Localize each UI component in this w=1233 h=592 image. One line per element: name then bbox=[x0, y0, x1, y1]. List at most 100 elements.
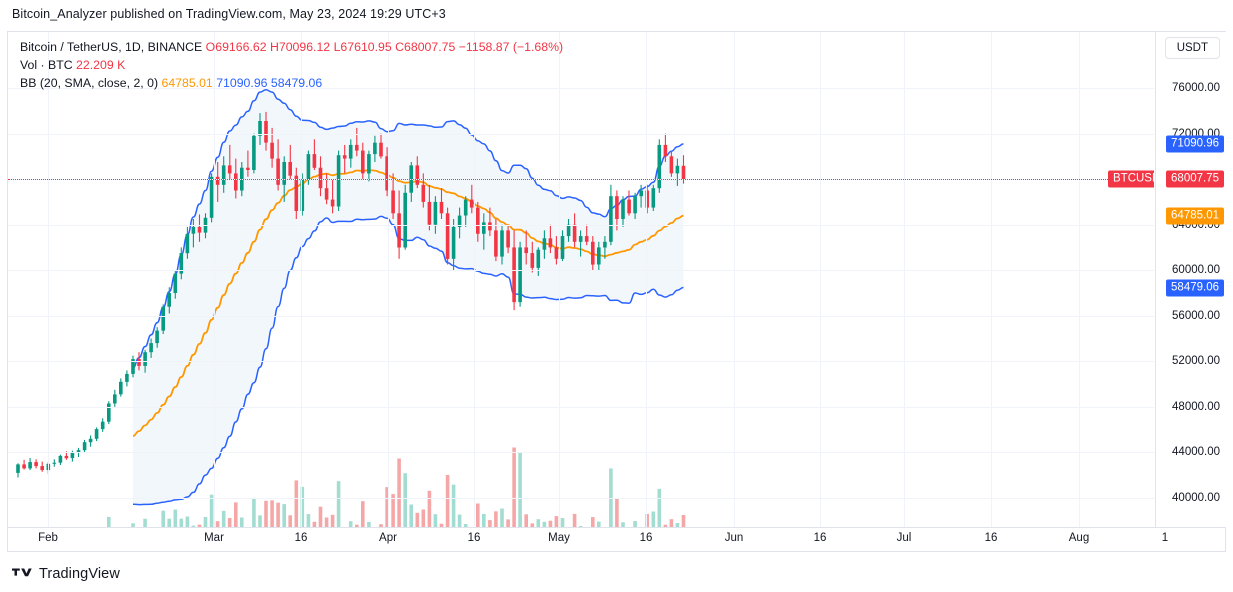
candle-body bbox=[524, 247, 528, 254]
time-tick-label: 16 bbox=[294, 532, 308, 544]
chart-frame: BTCUSDT USDT 76000.0072000.0068000.00640… bbox=[7, 31, 1226, 549]
candle-body bbox=[663, 144, 668, 157]
candle-body bbox=[421, 184, 426, 202]
candle-body bbox=[22, 464, 26, 469]
candle-body bbox=[94, 429, 99, 439]
volume-bar bbox=[107, 516, 111, 527]
gridline-vertical bbox=[646, 32, 647, 527]
candle-body bbox=[584, 236, 589, 242]
candle-body bbox=[675, 165, 680, 174]
gridline-vertical bbox=[1079, 32, 1080, 527]
candle-body bbox=[58, 455, 63, 463]
legend-change: −1158.87 (−1.68%) bbox=[458, 40, 564, 54]
time-tick-label: Feb bbox=[38, 532, 58, 544]
volume-bar bbox=[633, 521, 637, 527]
volume-bar bbox=[379, 524, 383, 527]
candle-body bbox=[76, 450, 81, 453]
candle-body bbox=[609, 196, 613, 242]
volume-bar bbox=[173, 509, 178, 527]
price-tick-label: 56000.00 bbox=[1172, 309, 1220, 322]
candle-body bbox=[234, 173, 238, 191]
candle-body bbox=[494, 230, 498, 257]
candle-body bbox=[88, 438, 93, 443]
volume-bar bbox=[312, 521, 317, 527]
candle-body bbox=[40, 466, 44, 471]
candle-body bbox=[324, 188, 329, 200]
candle-body bbox=[258, 121, 262, 136]
time-tick-label: 1 bbox=[1161, 532, 1169, 544]
volume-bar bbox=[209, 494, 214, 527]
volume-bar bbox=[524, 514, 528, 527]
candle-body bbox=[439, 201, 444, 214]
candle-body bbox=[415, 165, 420, 185]
price-axis[interactable]: USDT 76000.0072000.0068000.0064000.00600… bbox=[1155, 32, 1226, 549]
volume-bar bbox=[409, 504, 413, 527]
candle-body bbox=[603, 241, 607, 248]
volume-bar bbox=[318, 506, 323, 527]
candle-body bbox=[645, 190, 649, 208]
legend-high: H70096.12 bbox=[269, 40, 331, 54]
candle-body bbox=[113, 394, 117, 404]
legend-symbol-row[interactable]: Bitcoin / TetherUS, 1D, BINANCE O69166.6… bbox=[20, 38, 563, 56]
candle-body bbox=[149, 343, 153, 353]
price-tick-label: 52000.00 bbox=[1172, 355, 1220, 368]
volume-bar bbox=[355, 524, 359, 527]
volume-bar bbox=[615, 498, 619, 527]
candle-body bbox=[173, 273, 178, 293]
candle-body bbox=[391, 190, 395, 214]
candle-body bbox=[107, 403, 111, 422]
legend-bb-lower: 58479.06 bbox=[270, 76, 323, 90]
candle-body bbox=[64, 455, 69, 459]
legend-symbol-label: Bitcoin / TetherUS, 1D, BINANCE bbox=[20, 40, 203, 54]
volume-bar bbox=[288, 515, 292, 527]
volume-bar bbox=[276, 502, 280, 527]
candle-body bbox=[548, 238, 553, 248]
candle-body bbox=[276, 158, 280, 185]
candle-body bbox=[348, 144, 353, 159]
volume-bar bbox=[463, 524, 468, 527]
candle-body bbox=[657, 144, 662, 189]
price-tick-label: 76000.00 bbox=[1172, 82, 1220, 94]
volume-bar bbox=[415, 512, 420, 527]
candle-body bbox=[482, 222, 486, 234]
volume-bar bbox=[572, 513, 577, 527]
volume-bar bbox=[609, 468, 613, 527]
volume-bar bbox=[445, 475, 450, 527]
legend-volume-row[interactable]: Vol · BTC 22.209 K bbox=[20, 56, 563, 74]
currency-button[interactable]: USDT bbox=[1164, 37, 1220, 59]
candle-body bbox=[131, 359, 135, 374]
candle-body bbox=[639, 190, 643, 197]
candle-body bbox=[361, 150, 365, 174]
volume-bar bbox=[518, 452, 522, 527]
legend-bb-row[interactable]: BB (20, SMA, close, 2, 0) 64785.01 71090… bbox=[20, 74, 563, 92]
symbol-price-badge: BTCUSDT bbox=[1108, 170, 1154, 188]
legend-open: O69166.62 bbox=[205, 40, 267, 54]
volume-bar bbox=[476, 503, 480, 527]
time-axis[interactable]: Feb Mar 16 Apr 16 May 16 Jun 16 Jul 16 Aug 1 bbox=[7, 528, 1226, 552]
candle-body bbox=[16, 464, 20, 473]
volume-bar bbox=[203, 517, 208, 527]
volume-bar bbox=[167, 518, 171, 527]
volume-bar bbox=[385, 487, 389, 527]
volume-bar bbox=[560, 518, 565, 527]
legend-bb-basis: 64785.01 bbox=[161, 76, 213, 90]
candle-body bbox=[469, 199, 474, 208]
candle-body bbox=[451, 226, 456, 259]
volume-bar bbox=[361, 501, 365, 527]
candle-body bbox=[500, 230, 504, 257]
candle-body bbox=[100, 421, 105, 430]
volume-bar bbox=[506, 519, 510, 527]
price-pane[interactable]: BTCUSDT bbox=[8, 32, 1154, 527]
gridline-horizontal bbox=[8, 498, 1154, 499]
volume-bar bbox=[191, 525, 196, 527]
candle-body bbox=[681, 165, 686, 179]
gridline-horizontal bbox=[8, 88, 1154, 89]
volume-bar bbox=[651, 511, 656, 527]
candle-body bbox=[536, 249, 541, 268]
gridline-horizontal bbox=[8, 452, 1154, 454]
volume-bar bbox=[482, 513, 486, 527]
volume-bar bbox=[300, 486, 305, 527]
candle-body bbox=[597, 247, 601, 265]
price-badge-bb-basis: 64785.01 bbox=[1166, 207, 1224, 225]
candle-body bbox=[554, 247, 559, 259]
